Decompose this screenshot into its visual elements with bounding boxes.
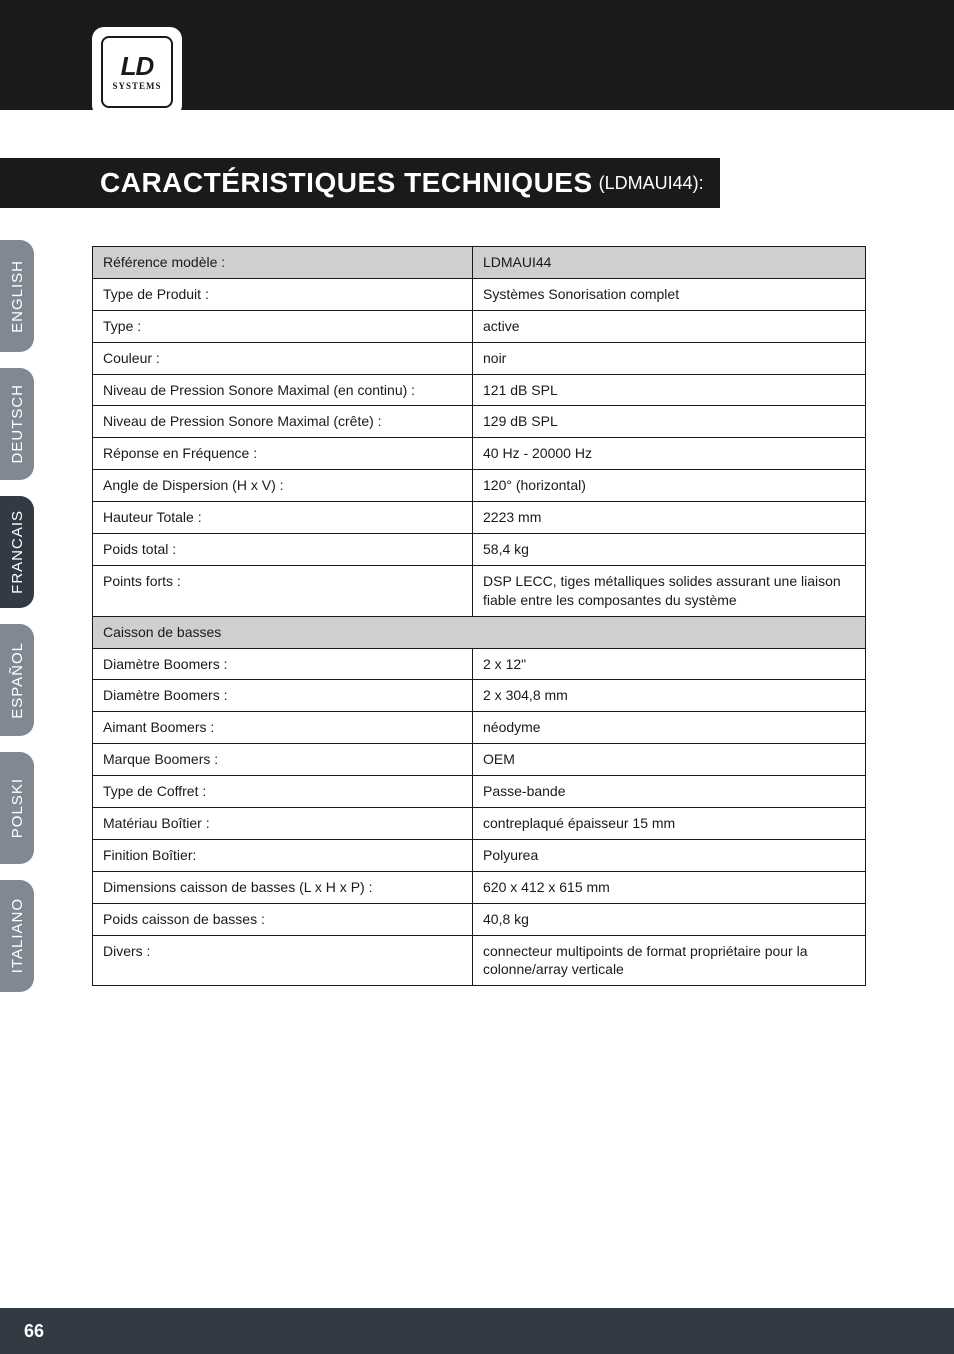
page-number: 66 <box>24 1321 44 1342</box>
table-row: Matériau Boîtier :contreplaqué épaisseur… <box>93 808 866 840</box>
table-cell-label: Poids total : <box>93 534 473 566</box>
logo: LD SYSTEMS <box>92 27 182 117</box>
logo-sub-text: SYSTEMS <box>112 81 161 91</box>
table-cell-value: Passe-bande <box>473 776 866 808</box>
table-row: Diamètre Boomers :2 x 304,8 mm <box>93 680 866 712</box>
table-cell-value: 58,4 kg <box>473 534 866 566</box>
table-cell-value: 40,8 kg <box>473 903 866 935</box>
page-title-sub: (LDMAUI44): <box>599 173 704 194</box>
table-cell-value: active <box>473 310 866 342</box>
table-cell-label: Aimant Boomers : <box>93 712 473 744</box>
footer-bar: 66 <box>0 1308 954 1354</box>
table-row: Type :active <box>93 310 866 342</box>
table-cell-value: DSP LECC, tiges métalliques solides assu… <box>473 565 866 616</box>
table-row: Type de Produit :Systèmes Sonorisation c… <box>93 278 866 310</box>
table-cell-label: Référence modèle : <box>93 247 473 279</box>
table-cell-label: Matériau Boîtier : <box>93 808 473 840</box>
lang-tab-label: FRANCAIS <box>9 510 26 594</box>
table-cell-label: Dimensions caisson de basses (L x H x P)… <box>93 871 473 903</box>
language-tabs: ENGLISH DEUTSCH FRANCAIS ESPAÑOL POLSKI ITALI… <box>0 240 34 1008</box>
table-cell-value: Polyurea <box>473 839 866 871</box>
logo-main-text: LD <box>121 53 154 79</box>
table-row: Type de Coffret :Passe-bande <box>93 776 866 808</box>
table-cell-label: Réponse en Fréquence : <box>93 438 473 470</box>
table-row: Marque Boomers :OEM <box>93 744 866 776</box>
lang-tab-francais[interactable]: FRANCAIS <box>0 496 34 608</box>
table-cell-value: Systèmes Sonorisation complet <box>473 278 866 310</box>
table-row: Diamètre Boomers :2 x 12" <box>93 648 866 680</box>
lang-tab-label: DEUTSCH <box>9 384 26 464</box>
lang-tab-label: ITALIANO <box>9 898 26 973</box>
table-row: Couleur :noir <box>93 342 866 374</box>
lang-tab-deutsch[interactable]: DEUTSCH <box>0 368 34 480</box>
table-cell-value: noir <box>473 342 866 374</box>
table-cell-value: 2 x 12" <box>473 648 866 680</box>
lang-tab-english[interactable]: ENGLISH <box>0 240 34 352</box>
table-row: Finition Boîtier:Polyurea <box>93 839 866 871</box>
table-cell-label: Hauteur Totale : <box>93 502 473 534</box>
table-row: Poids total :58,4 kg <box>93 534 866 566</box>
table-cell-value: 129 dB SPL <box>473 406 866 438</box>
table-cell-label: Couleur : <box>93 342 473 374</box>
lang-tab-polski[interactable]: POLSKI <box>0 752 34 864</box>
page-title: CARACTÉRISTIQUES TECHNIQUES <box>100 167 593 199</box>
table-cell-label: Finition Boîtier: <box>93 839 473 871</box>
table-cell-value: contreplaqué épaisseur 15 mm <box>473 808 866 840</box>
table-row: Angle de Dispersion (H x V) :120° (horiz… <box>93 470 866 502</box>
table-cell-label: Niveau de Pression Sonore Maximal (crête… <box>93 406 473 438</box>
table-row: Niveau de Pression Sonore Maximal (en co… <box>93 374 866 406</box>
table-cell-label: Type de Coffret : <box>93 776 473 808</box>
table-cell-value: 120° (horizontal) <box>473 470 866 502</box>
table-cell-label: Marque Boomers : <box>93 744 473 776</box>
header-bar: LD SYSTEMS <box>0 0 954 110</box>
table-cell-value: 121 dB SPL <box>473 374 866 406</box>
table-cell-value: connecteur multipoints de format proprié… <box>473 935 866 986</box>
table-row: Référence modèle :LDMAUI44 <box>93 247 866 279</box>
table-cell-value: LDMAUI44 <box>473 247 866 279</box>
table-row: Poids caisson de basses :40,8 kg <box>93 903 866 935</box>
table-cell-value: OEM <box>473 744 866 776</box>
table-row: Dimensions caisson de basses (L x H x P)… <box>93 871 866 903</box>
table-cell-label: Niveau de Pression Sonore Maximal (en co… <box>93 374 473 406</box>
table-cell-value: 2 x 304,8 mm <box>473 680 866 712</box>
table-cell-value: 620 x 412 x 615 mm <box>473 871 866 903</box>
table-row: Aimant Boomers :néodyme <box>93 712 866 744</box>
lang-tab-español[interactable]: ESPAÑOL <box>0 624 34 736</box>
title-bar: CARACTÉRISTIQUES TECHNIQUES (LDMAUI44): <box>0 158 720 208</box>
lang-tab-label: POLSKI <box>9 778 26 838</box>
table-cell-label: Poids caisson de basses : <box>93 903 473 935</box>
logo-inner: LD SYSTEMS <box>101 36 173 108</box>
table-row: Réponse en Fréquence :40 Hz - 20000 Hz <box>93 438 866 470</box>
table-cell-value: néodyme <box>473 712 866 744</box>
table-row: Hauteur Totale :2223 mm <box>93 502 866 534</box>
lang-tab-label: ENGLISH <box>9 260 26 333</box>
lang-tab-label: ESPAÑOL <box>9 642 26 719</box>
table-cell-label: Type : <box>93 310 473 342</box>
table-cell-label: Angle de Dispersion (H x V) : <box>93 470 473 502</box>
table-cell-label: Diamètre Boomers : <box>93 680 473 712</box>
table-cell-section: Caisson de basses <box>93 616 866 648</box>
table-row: Divers :connecteur multipoints de format… <box>93 935 866 986</box>
table-cell-label: Diamètre Boomers : <box>93 648 473 680</box>
table-cell-value: 2223 mm <box>473 502 866 534</box>
table-cell-label: Divers : <box>93 935 473 986</box>
lang-tab-italiano[interactable]: ITALIANO <box>0 880 34 992</box>
spec-table: Référence modèle :LDMAUI44Type de Produi… <box>92 246 866 986</box>
table-cell-label: Type de Produit : <box>93 278 473 310</box>
table-row: Points forts :DSP LECC, tiges métallique… <box>93 565 866 616</box>
table-row: Niveau de Pression Sonore Maximal (crête… <box>93 406 866 438</box>
table-cell-value: 40 Hz - 20000 Hz <box>473 438 866 470</box>
table-cell-label: Points forts : <box>93 565 473 616</box>
content-area: Référence modèle :LDMAUI44Type de Produi… <box>92 246 866 986</box>
table-row: Caisson de basses <box>93 616 866 648</box>
